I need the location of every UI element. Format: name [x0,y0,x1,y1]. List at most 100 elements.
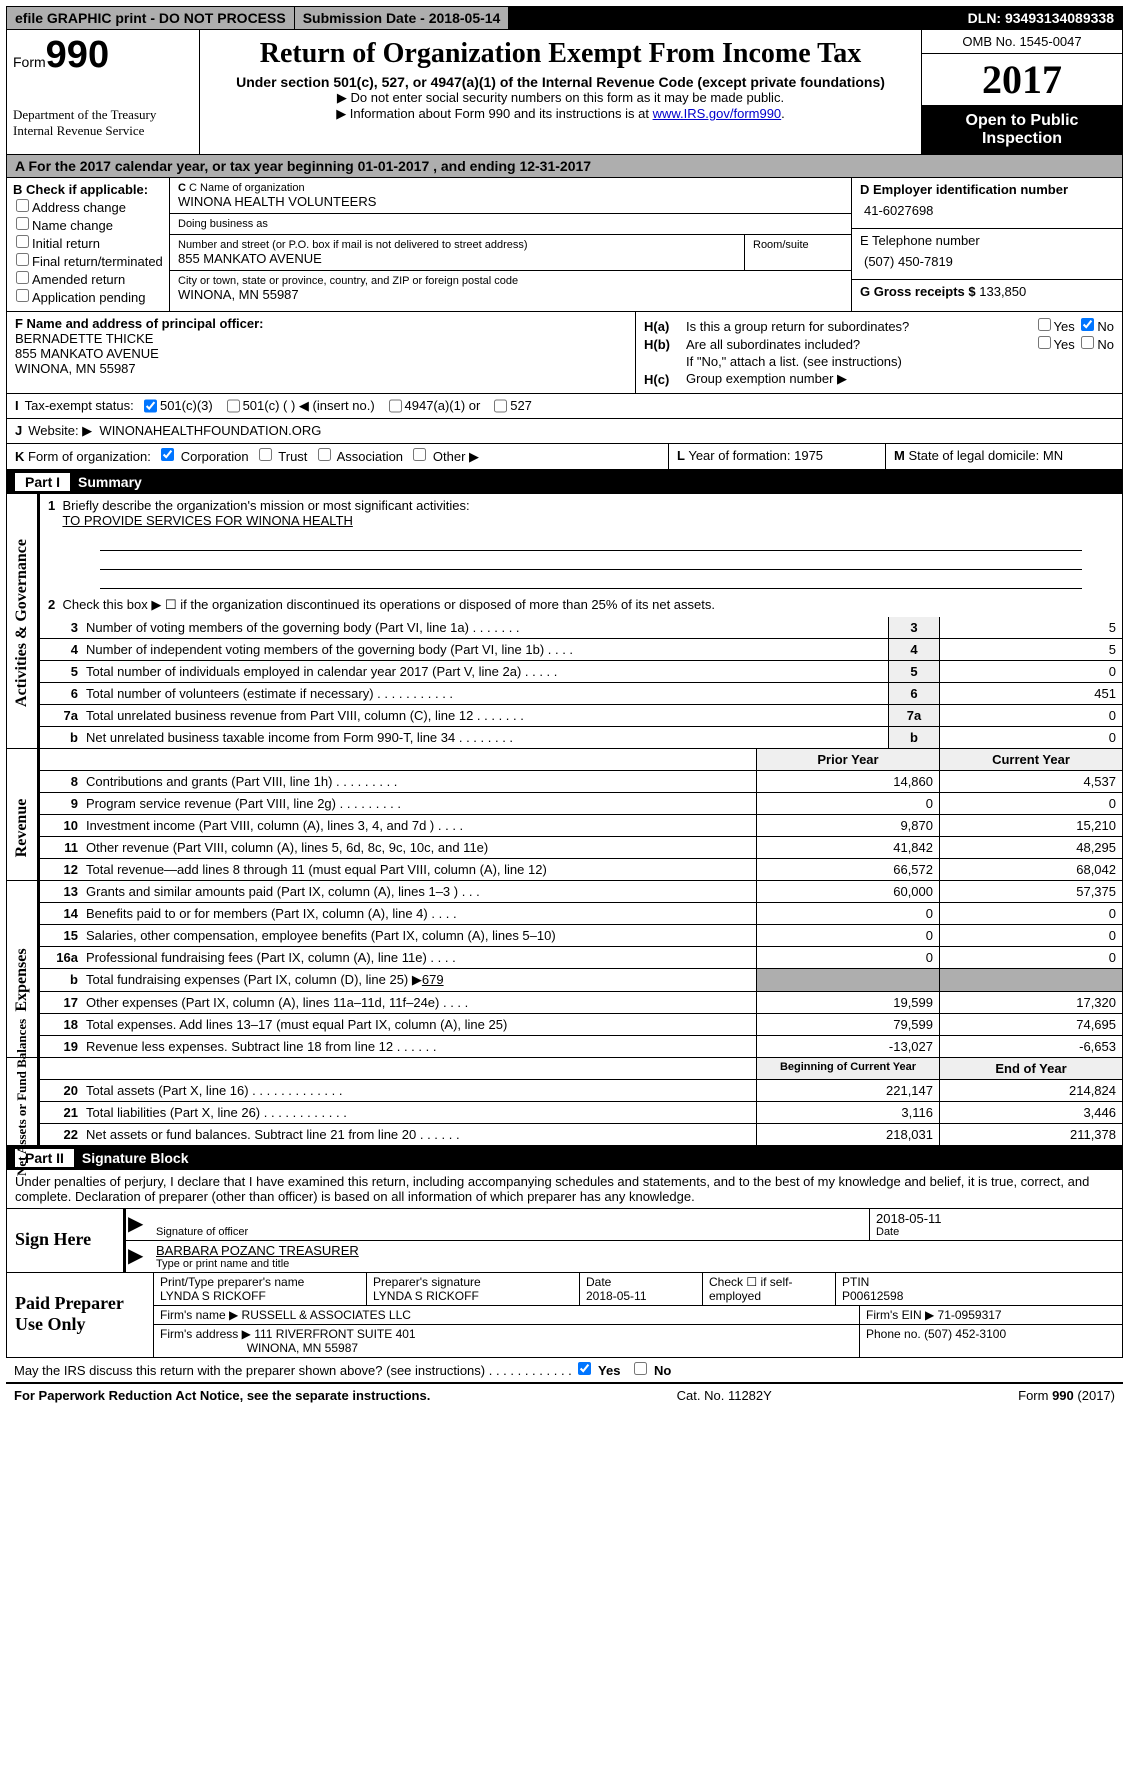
form-subtitle: Under section 501(c), 527, or 4947(a)(1)… [210,74,911,90]
chk-corporation[interactable] [161,448,174,461]
open-to-public: Open to Public Inspection [922,106,1122,154]
line22-desc: Net assets or fund balances. Subtract li… [82,1124,756,1145]
city-label: City or town, state or province, country… [178,275,843,287]
chk-amended-return[interactable]: Amended return [13,271,163,287]
chk-527[interactable] [494,398,507,414]
officer-addr1: 855 MANKATO AVENUE [15,346,159,361]
line16b-text: Total fundraising expenses (Part IX, col… [86,972,422,987]
line6-num: 6 [40,683,82,704]
ha-yes[interactable] [1038,318,1051,331]
dept-irs: Internal Revenue Service [13,123,193,139]
ha-label: H(a) [644,319,686,334]
line16a-prior: 0 [756,947,939,968]
line19-current: -6,653 [939,1036,1122,1057]
line6-value: 451 [939,683,1122,704]
sig-arrow-icon: ▶ [126,1209,150,1240]
website-value: WINONAHEALTHFOUNDATION.ORG [99,423,321,439]
line17-num: 17 [40,992,82,1013]
chk-final-return[interactable]: Final return/terminated [13,253,163,269]
firm-addr1: 111 RIVERFRONT SUITE 401 [254,1327,415,1341]
hb-no[interactable] [1081,336,1094,349]
chk-association[interactable] [318,448,331,461]
chk-application-pending[interactable]: Application pending [13,289,163,305]
line2-text: Check this box ▶ ☐ if the organization d… [62,597,715,612]
line11-desc: Other revenue (Part VIII, column (A), li… [82,837,756,858]
declaration-text: Under penalties of perjury, I declare th… [7,1170,1122,1208]
line5-num: 5 [40,661,82,682]
line15-current: 0 [939,925,1122,946]
line14-current: 0 [939,903,1122,924]
line3-box: 3 [888,617,939,638]
line3-num: 3 [40,617,82,638]
prep-name: LYNDA S RICKOFF [160,1289,360,1303]
chk-initial-return[interactable]: Initial return [13,235,163,251]
side-netassets: Net Assets or Fund Balances [7,1058,40,1145]
line18-desc: Total expenses. Add lines 13–17 (must eq… [82,1014,756,1035]
i-text: Tax-exempt status: [25,398,134,414]
line11-num: 11 [40,837,82,858]
irs-link[interactable]: www.IRS.gov/form990 [653,106,782,121]
dba-label: Doing business as [178,218,843,230]
chk-501c3[interactable] [144,398,157,414]
line10-desc: Investment income (Part VIII, column (A)… [82,815,756,836]
line20-num: 20 [40,1080,82,1101]
officer-label: F Name and address of principal officer: [15,316,264,331]
line13-current: 57,375 [939,881,1122,902]
discuss-yes[interactable] [578,1362,591,1375]
chk-trust[interactable] [259,448,272,461]
line2-num: 2 [48,597,55,612]
m-label: M [894,448,905,463]
ptin-label: PTIN [842,1275,1116,1289]
line12-current: 68,042 [939,859,1122,880]
line18-num: 18 [40,1014,82,1035]
line15-num: 15 [40,925,82,946]
tax-year: 2017 [922,54,1122,106]
chk-4947[interactable] [389,398,402,414]
line5-value: 0 [939,661,1122,682]
line6-desc: Total number of volunteers (estimate if … [82,683,888,704]
line17-prior: 19,599 [756,992,939,1013]
firm-name: RUSSELL & ASSOCIATES LLC [242,1308,411,1322]
ha-no[interactable] [1081,318,1094,331]
line3-desc: Number of voting members of the governin… [82,617,888,638]
line16a-desc: Professional fundraising fees (Part IX, … [82,947,756,968]
line4-value: 5 [939,639,1122,660]
hb-yes[interactable] [1038,336,1051,349]
line15-desc: Salaries, other compensation, employee b… [82,925,756,946]
ein-label: D Employer identification number [860,182,1114,197]
omb-number: OMB No. 1545-0047 [922,30,1122,54]
org-name: WINONA HEALTH VOLUNTEERS [178,194,843,209]
hb-label: H(b) [644,337,686,352]
line14-num: 14 [40,903,82,924]
pra-notice: For Paperwork Reduction Act Notice, see … [14,1388,430,1403]
line8-current: 4,537 [939,771,1122,792]
chk-other[interactable] [413,448,426,461]
hb-text: Are all subordinates included? [686,337,1035,352]
firm-ein: 71-0959317 [938,1308,1002,1322]
line21-desc: Total liabilities (Part X, line 26) . . … [82,1102,756,1123]
ha-text: Is this a group return for subordinates? [686,319,1035,334]
part1-header: Part ISummary [6,470,1123,494]
form-label: Form [13,54,46,70]
line19-desc: Revenue less expenses. Subtract line 18 … [82,1036,756,1057]
chk-name-change[interactable]: Name change [13,217,163,233]
line5-box: 5 [888,661,939,682]
line8-prior: 14,860 [756,771,939,792]
line17-current: 17,320 [939,992,1122,1013]
line9-current: 0 [939,793,1122,814]
mission-text: TO PROVIDE SERVICES FOR WINONA HEALTH [62,513,352,528]
line b-num: b [40,727,82,748]
ptin-value: P00612598 [842,1289,1116,1303]
gross-receipts-value: 133,850 [979,284,1026,299]
section-deg: D Employer identification number 41-6027… [852,178,1122,311]
section-a-period: A For the 2017 calendar year, or tax yea… [7,155,1122,178]
dept-treasury: Department of the Treasury [13,107,193,123]
line9-desc: Program service revenue (Part VIII, line… [82,793,756,814]
prep-self-employed[interactable]: Check ☐ if self-employed [703,1273,836,1305]
section-f: F Name and address of principal officer:… [7,312,636,393]
chk-address-change[interactable]: Address change [13,199,163,215]
discuss-no[interactable] [634,1362,647,1375]
firm-name-label: Firm's name ▶ [160,1308,238,1322]
chk-501c[interactable] [227,398,240,414]
line12-num: 12 [40,859,82,880]
